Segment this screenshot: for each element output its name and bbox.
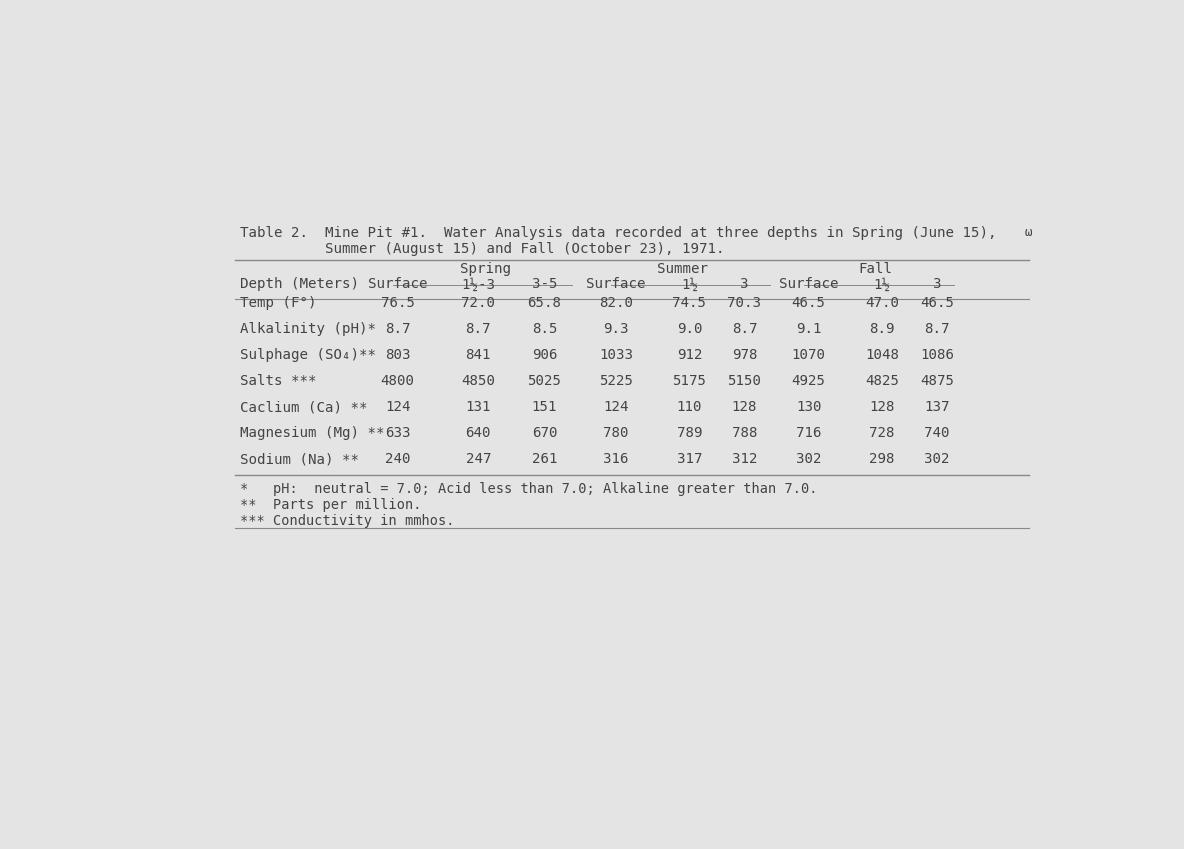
Text: Surface: Surface (779, 278, 838, 291)
Text: 716: 716 (796, 426, 822, 441)
Text: Salts ***: Salts *** (240, 374, 316, 388)
Text: 5225: 5225 (599, 374, 633, 388)
Text: 8.5: 8.5 (532, 322, 558, 335)
Text: 3-5: 3-5 (532, 278, 558, 291)
Text: Table 2.  Mine Pit #1.  Water Analysis data recorded at three depths in Spring (: Table 2. Mine Pit #1. Water Analysis dat… (240, 226, 996, 240)
Text: 110: 110 (676, 400, 702, 414)
Text: 74.5: 74.5 (673, 295, 707, 310)
Text: Sodium (Na) **: Sodium (Na) ** (240, 453, 359, 466)
Text: 1033: 1033 (599, 348, 633, 362)
Text: 124: 124 (385, 400, 411, 414)
Text: 72.0: 72.0 (462, 295, 495, 310)
Text: 137: 137 (925, 400, 950, 414)
Text: 670: 670 (532, 426, 558, 441)
Text: Depth (Meters): Depth (Meters) (240, 278, 359, 291)
Text: 789: 789 (676, 426, 702, 441)
Text: Sulphage (SO₄)**: Sulphage (SO₄)** (240, 348, 375, 362)
Text: 1048: 1048 (866, 348, 899, 362)
Text: 640: 640 (465, 426, 491, 441)
Text: 4825: 4825 (866, 374, 899, 388)
Text: Alkalinity (pH)*: Alkalinity (pH)* (240, 322, 375, 335)
Text: 4800: 4800 (380, 374, 414, 388)
Text: 9.0: 9.0 (676, 322, 702, 335)
Text: **  Parts per million.: ** Parts per million. (240, 498, 422, 512)
Text: 46.5: 46.5 (792, 295, 825, 310)
Text: *** Conductivity in mmhos.: *** Conductivity in mmhos. (240, 514, 455, 528)
Text: Spring: Spring (461, 262, 511, 277)
Text: 4850: 4850 (462, 374, 495, 388)
Text: 8.7: 8.7 (465, 322, 491, 335)
Text: 3: 3 (740, 278, 748, 291)
Text: 5150: 5150 (727, 374, 761, 388)
Text: 841: 841 (465, 348, 491, 362)
Text: 8.7: 8.7 (385, 322, 411, 335)
Text: 8.7: 8.7 (925, 322, 950, 335)
Text: 70.3: 70.3 (727, 295, 761, 310)
Text: 128: 128 (732, 400, 758, 414)
Text: 247: 247 (465, 453, 491, 466)
Text: 3: 3 (933, 278, 941, 291)
Text: Caclium (Ca) **: Caclium (Ca) ** (240, 400, 367, 414)
Text: Summer (August 15) and Fall (October 23), 1971.: Summer (August 15) and Fall (October 23)… (240, 242, 725, 256)
Text: 302: 302 (796, 453, 822, 466)
Text: 9.1: 9.1 (796, 322, 822, 335)
Text: 1½: 1½ (874, 278, 890, 291)
Text: 131: 131 (465, 400, 491, 414)
Text: Surface: Surface (368, 278, 427, 291)
Text: ω: ω (1024, 226, 1031, 239)
Text: 124: 124 (603, 400, 629, 414)
Text: 1½-3: 1½-3 (462, 278, 495, 291)
Text: 82.0: 82.0 (599, 295, 633, 310)
Text: 130: 130 (796, 400, 822, 414)
Text: 240: 240 (385, 453, 411, 466)
Text: 1½: 1½ (681, 278, 697, 291)
Text: Temp (F°): Temp (F°) (240, 295, 316, 310)
Text: 912: 912 (676, 348, 702, 362)
Text: 8.7: 8.7 (732, 322, 758, 335)
Text: 316: 316 (603, 453, 629, 466)
Text: 8.9: 8.9 (869, 322, 895, 335)
Text: 780: 780 (603, 426, 629, 441)
Text: 740: 740 (925, 426, 950, 441)
Text: 978: 978 (732, 348, 758, 362)
Text: 4925: 4925 (792, 374, 825, 388)
Text: 76.5: 76.5 (380, 295, 414, 310)
Text: 728: 728 (869, 426, 895, 441)
Text: 1086: 1086 (920, 348, 954, 362)
Text: 151: 151 (532, 400, 558, 414)
Text: Summer: Summer (657, 262, 708, 277)
Text: Surface: Surface (586, 278, 645, 291)
Text: 312: 312 (732, 453, 758, 466)
Text: 633: 633 (385, 426, 411, 441)
Text: 5025: 5025 (527, 374, 561, 388)
Text: 317: 317 (676, 453, 702, 466)
Text: *   pH:  neutral = 7.0; Acid less than 7.0; Alkaline greater than 7.0.: * pH: neutral = 7.0; Acid less than 7.0;… (240, 482, 817, 497)
Text: 9.3: 9.3 (603, 322, 629, 335)
Text: 803: 803 (385, 348, 411, 362)
Text: 261: 261 (532, 453, 558, 466)
Text: 1070: 1070 (792, 348, 825, 362)
Text: 5175: 5175 (673, 374, 707, 388)
Text: Fall: Fall (858, 262, 893, 277)
Text: 128: 128 (869, 400, 895, 414)
Text: 46.5: 46.5 (920, 295, 954, 310)
Text: 298: 298 (869, 453, 895, 466)
Text: 4875: 4875 (920, 374, 954, 388)
Text: 65.8: 65.8 (527, 295, 561, 310)
Text: 47.0: 47.0 (866, 295, 899, 310)
Text: 302: 302 (925, 453, 950, 466)
Text: Magnesium (Mg) **: Magnesium (Mg) ** (240, 426, 385, 441)
Text: 906: 906 (532, 348, 558, 362)
Text: 788: 788 (732, 426, 758, 441)
